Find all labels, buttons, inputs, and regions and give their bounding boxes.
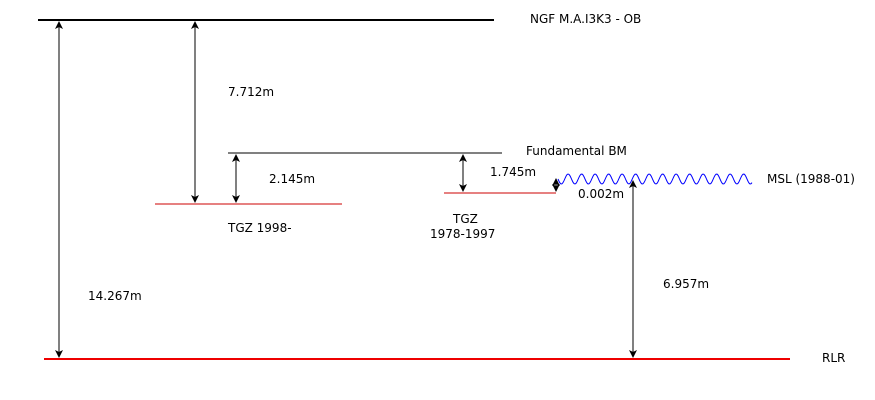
msl-label: MSL (1988-01) xyxy=(767,172,855,186)
tgz-1978-label-line1: TGZ xyxy=(452,212,478,226)
measurement-bm-to-tgz1978: 1.745m xyxy=(490,165,536,179)
tgz-1978-label-line2: 1978-1997 xyxy=(430,227,495,241)
tgz-1998-label: TGZ 1998- xyxy=(227,221,292,235)
measurement-ngf-to-rlr: 14.267m xyxy=(88,289,142,303)
rlr-label: RLR xyxy=(822,351,845,365)
ngf-label: NGF M.A.I3K3 - OB xyxy=(530,12,641,26)
measurement-msl-to-rlr: 6.957m xyxy=(663,277,709,291)
measurement-tgz1978-to-msl: 0.002m xyxy=(578,187,624,201)
measurement-bm-to-tgz1998: 2.145m xyxy=(269,172,315,186)
fundamental-bm-label: Fundamental BM xyxy=(526,144,627,158)
measurement-ngf-to-tgz1998: 7.712m xyxy=(228,85,274,99)
msl-wave-line xyxy=(557,173,753,185)
